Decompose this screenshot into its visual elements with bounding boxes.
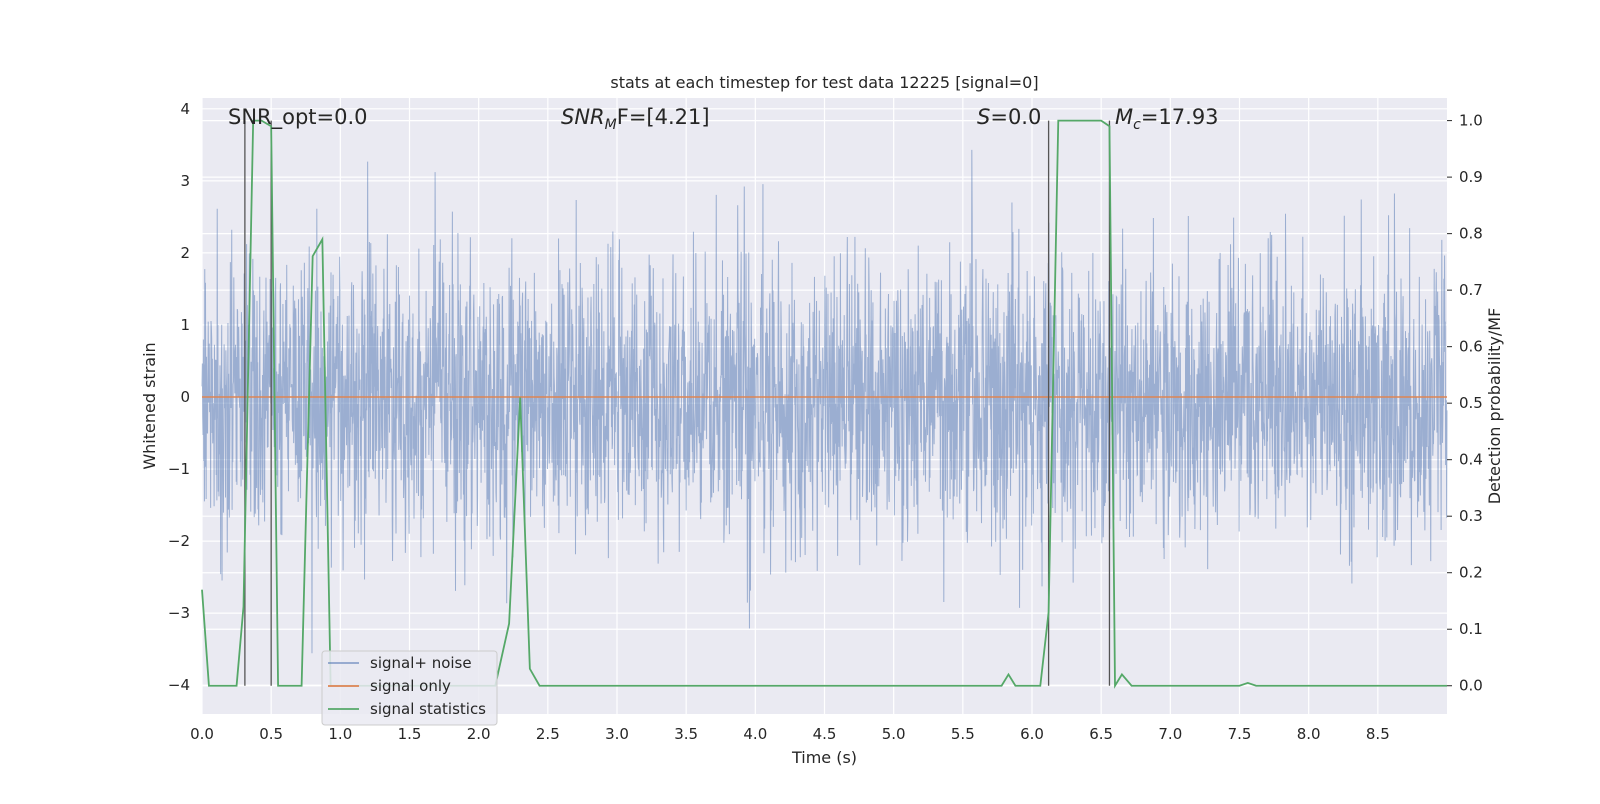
mc-value: =17.93 <box>1141 105 1219 129</box>
x-tick-label: 2.5 <box>536 725 560 743</box>
signal-statistics-line <box>201 119 1447 689</box>
s-italic: S <box>977 105 990 129</box>
x-tick-label: 1.0 <box>328 725 352 743</box>
legend-box <box>321 650 498 726</box>
x-tick-label: 8.5 <box>1366 725 1390 743</box>
x-tick-label: 1.5 <box>398 725 422 743</box>
y-right-tick-label: 1.0 <box>1459 112 1483 130</box>
y-axis-label: Whitened strain <box>140 342 159 469</box>
x-axis-label: Time (s) <box>791 748 857 767</box>
annotation-s: S=0.0 <box>977 105 1041 129</box>
y-right-tick-label: 0.2 <box>1459 564 1483 582</box>
x-tick-label: 3.5 <box>674 725 698 743</box>
snr-mf-subscript: M <box>605 117 617 133</box>
x-tick-label: 3.0 <box>605 725 629 743</box>
y-tick-label: −3 <box>168 604 190 622</box>
annotation-mc: Mc=17.93 <box>1115 105 1219 133</box>
snr-mf-value: F=[4.21] <box>617 105 710 129</box>
x-tick-labels: 0.0 0.5 1.0 1.5 2.0 2.5 3.0 3.5 4.0 4.5 5.0 5.5 6.0 6… <box>190 725 1390 743</box>
snr-mf-italic: SNR <box>561 105 605 129</box>
x-tick-label: 0.0 <box>190 725 214 743</box>
y-right-axis-label: Detection probability/MF <box>1485 308 1504 505</box>
legend-label-signal-noise: signal+ noise <box>370 654 472 672</box>
y-tick-label: 0 <box>180 388 190 406</box>
y-tick-label: 3 <box>180 172 190 190</box>
legend-label-signal-only: signal only <box>370 677 451 695</box>
s-value: =0.0 <box>990 105 1041 129</box>
y-right-tick-label: 0.9 <box>1459 168 1483 186</box>
y-tick-label: −4 <box>168 676 190 694</box>
legend-label-signal-statistics: signal statistics <box>370 700 486 718</box>
y-right-tick-label: 0.0 <box>1459 677 1483 695</box>
x-tick-label: 6.5 <box>1089 725 1113 743</box>
x-tick-label: 7.5 <box>1228 725 1252 743</box>
y-right-tick-label: 0.5 <box>1459 394 1483 412</box>
y-tick-labels: 4 3 2 1 0 −1 −2 −3 −4 <box>168 100 190 694</box>
x-tick-label: 5.5 <box>951 725 975 743</box>
mc-subscript: c <box>1133 117 1141 133</box>
x-tick-label: 0.5 <box>259 725 283 743</box>
annotation-snr-opt: SNR_opt=0.0 <box>228 105 368 130</box>
legend: signal+ noise signal only signal statist… <box>321 650 498 726</box>
mc-italic: M <box>1115 105 1133 129</box>
y-right-tick-label: 0.8 <box>1459 225 1483 243</box>
y-right-tick-label: 0.4 <box>1459 451 1483 469</box>
x-tick-label: 5.0 <box>882 725 906 743</box>
y-tick-label: 1 <box>180 316 190 334</box>
y-tick-label: 2 <box>180 244 190 262</box>
y-right-tick-labels: 1.0 0.9 0.8 0.7 0.6 0.5 0.4 0.3 0.2 0.1 0.0 <box>1447 112 1483 695</box>
y-tick-label: −1 <box>168 460 190 478</box>
x-tick-label: 7.0 <box>1158 725 1182 743</box>
x-tick-label: 4.0 <box>743 725 767 743</box>
x-tick-label: 4.5 <box>813 725 837 743</box>
annotation-snr-mf: SNRMF=[4.21] <box>561 105 710 133</box>
y-tick-label: −2 <box>168 532 190 550</box>
y-right-tick-label: 0.1 <box>1459 620 1483 638</box>
x-tick-label: 2.0 <box>467 725 491 743</box>
signal-noise-line <box>201 149 1448 654</box>
y-right-tick-label: 0.6 <box>1459 338 1483 356</box>
x-tick-label: 8.0 <box>1297 725 1321 743</box>
x-tick-label: 6.0 <box>1020 725 1044 743</box>
series-signal-statistics <box>201 119 1447 689</box>
series-signal-noise <box>201 149 1448 654</box>
y-right-tick-label: 0.3 <box>1459 507 1483 525</box>
y-right-tick-label: 0.7 <box>1459 281 1483 299</box>
chart-title: stats at each timestep for test data 122… <box>610 73 1038 92</box>
y-tick-label: 4 <box>180 100 190 118</box>
